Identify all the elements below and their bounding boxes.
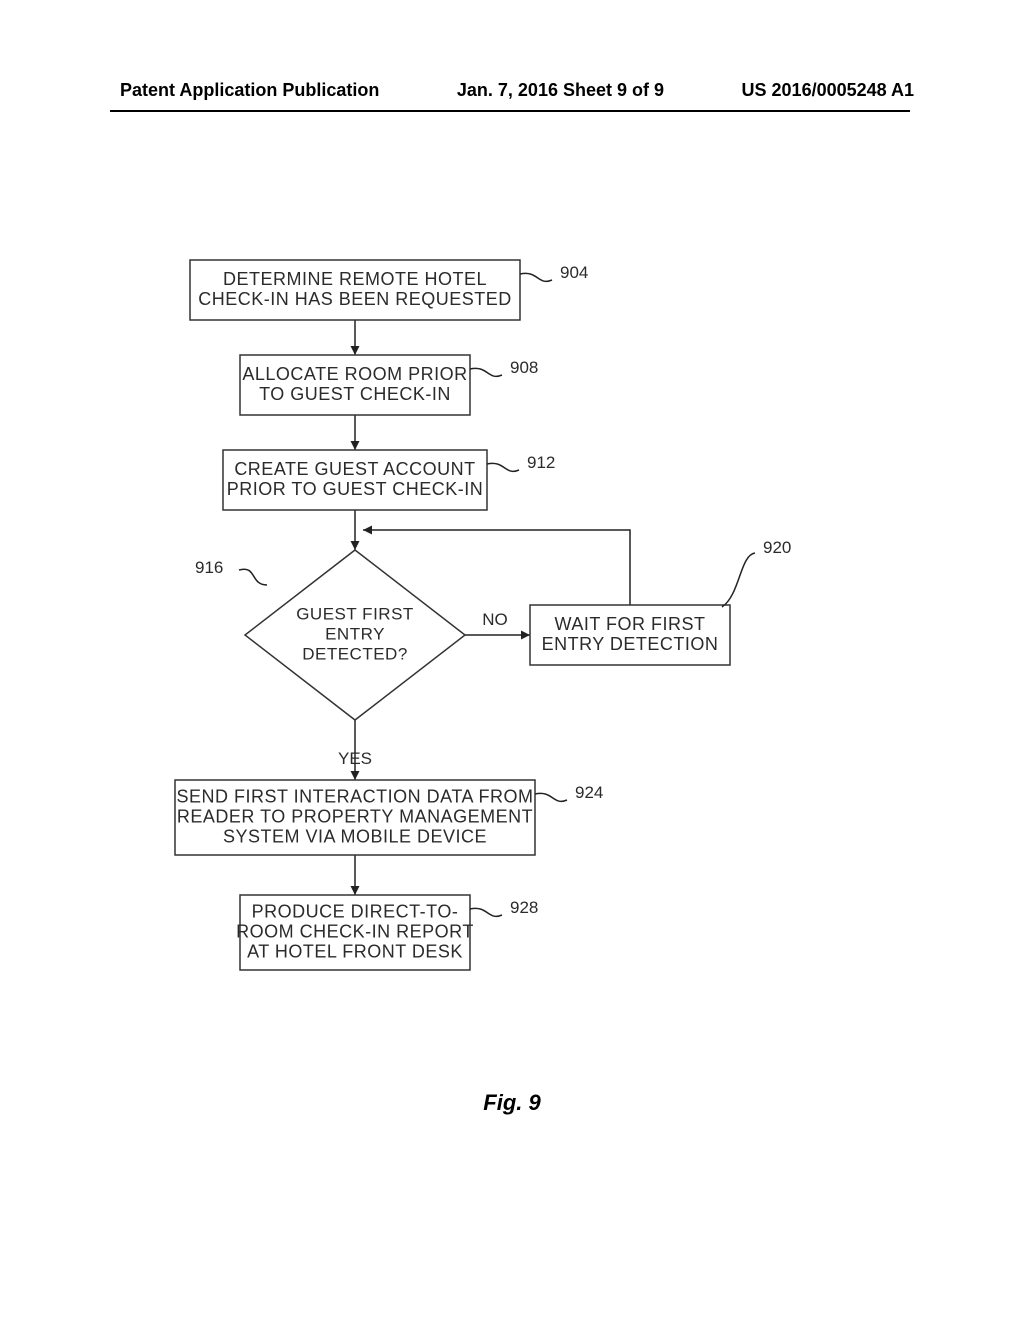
figure-caption: Fig. 9 bbox=[0, 1090, 1024, 1116]
svg-text:ROOM CHECK-IN REPORT: ROOM CHECK-IN REPORT bbox=[236, 921, 474, 941]
svg-text:PRIOR TO GUEST CHECK-IN: PRIOR TO GUEST CHECK-IN bbox=[227, 479, 484, 499]
header-left: Patent Application Publication bbox=[120, 80, 379, 101]
svg-text:912: 912 bbox=[527, 453, 555, 472]
svg-text:READER TO PROPERTY MANAGEMENT: READER TO PROPERTY MANAGEMENT bbox=[177, 806, 533, 826]
page-header: Patent Application Publication Jan. 7, 2… bbox=[0, 80, 1024, 101]
svg-text:SYSTEM VIA MOBILE DEVICE: SYSTEM VIA MOBILE DEVICE bbox=[223, 826, 487, 846]
svg-text:916: 916 bbox=[195, 558, 223, 577]
svg-text:DETERMINE REMOTE HOTEL: DETERMINE REMOTE HOTEL bbox=[223, 269, 487, 289]
header-rule bbox=[110, 110, 910, 112]
svg-text:TO GUEST CHECK-IN: TO GUEST CHECK-IN bbox=[259, 384, 451, 404]
svg-text:CHECK-IN HAS BEEN REQUESTED: CHECK-IN HAS BEEN REQUESTED bbox=[198, 289, 512, 309]
svg-text:ENTRY DETECTION: ENTRY DETECTION bbox=[542, 634, 719, 654]
svg-text:GUEST FIRST: GUEST FIRST bbox=[296, 604, 414, 623]
svg-text:924: 924 bbox=[575, 783, 603, 802]
patent-page: Patent Application Publication Jan. 7, 2… bbox=[0, 0, 1024, 1320]
svg-text:DETECTED?: DETECTED? bbox=[302, 644, 408, 663]
svg-text:908: 908 bbox=[510, 358, 538, 377]
svg-text:CREATE GUEST ACCOUNT: CREATE GUEST ACCOUNT bbox=[234, 459, 475, 479]
svg-text:PRODUCE DIRECT-TO-: PRODUCE DIRECT-TO- bbox=[252, 901, 459, 921]
svg-text:ALLOCATE ROOM PRIOR: ALLOCATE ROOM PRIOR bbox=[242, 364, 467, 384]
svg-text:SEND FIRST INTERACTION DATA FR: SEND FIRST INTERACTION DATA FROM bbox=[176, 786, 533, 806]
header-center: Jan. 7, 2016 Sheet 9 of 9 bbox=[457, 80, 664, 101]
svg-text:YES: YES bbox=[338, 749, 372, 768]
header-right: US 2016/0005248 A1 bbox=[742, 80, 914, 101]
svg-text:ENTRY: ENTRY bbox=[325, 624, 385, 643]
svg-text:920: 920 bbox=[763, 538, 791, 557]
svg-text:AT HOTEL FRONT DESK: AT HOTEL FRONT DESK bbox=[247, 941, 463, 961]
flowchart-svg: DETERMINE REMOTE HOTELCHECK-IN HAS BEEN … bbox=[0, 160, 1024, 1060]
svg-text:WAIT FOR FIRST: WAIT FOR FIRST bbox=[555, 614, 706, 634]
svg-text:904: 904 bbox=[560, 263, 588, 282]
svg-text:928: 928 bbox=[510, 898, 538, 917]
flowchart-container: DETERMINE REMOTE HOTELCHECK-IN HAS BEEN … bbox=[0, 160, 1024, 1160]
svg-text:NO: NO bbox=[482, 610, 508, 629]
